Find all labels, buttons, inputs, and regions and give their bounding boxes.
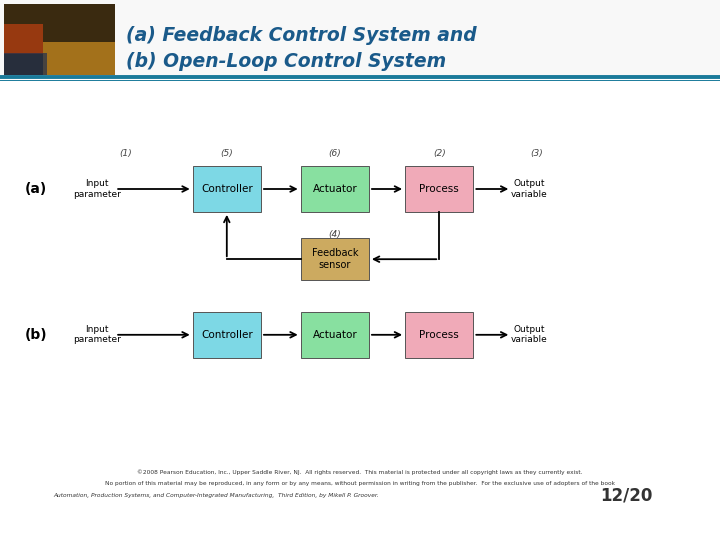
Text: Input
parameter: Input parameter — [73, 325, 121, 345]
Text: Controller: Controller — [201, 184, 253, 194]
Text: (1): (1) — [120, 150, 132, 158]
Bar — [193, 166, 261, 212]
Text: (4): (4) — [328, 231, 341, 239]
Text: Automation, Production Systems, and Computer-Integrated Manufacturing,  Third Ed: Automation, Production Systems, and Comp… — [53, 492, 379, 498]
Text: (b) Open-Loop Control System: (b) Open-Loop Control System — [126, 52, 446, 71]
Bar — [43, 42, 115, 75]
Text: Input
parameter: Input parameter — [73, 179, 121, 199]
Text: Actuator: Actuator — [312, 184, 357, 194]
Text: Output
variable: Output variable — [510, 179, 548, 199]
Bar — [4, 53, 47, 75]
Bar — [193, 312, 261, 357]
Text: Actuator: Actuator — [312, 330, 357, 340]
Bar — [4, 24, 43, 54]
Text: No portion of this material may be reproduced, in any form or by any means, with: No portion of this material may be repro… — [105, 481, 615, 486]
Text: ©2008 Pearson Education, Inc., Upper Saddle River, NJ.  All rights reserved.  Th: ©2008 Pearson Education, Inc., Upper Sad… — [138, 470, 582, 475]
Text: (b): (b) — [25, 328, 48, 342]
Bar — [301, 166, 369, 212]
Bar — [0, 0, 720, 78]
Text: Process: Process — [419, 330, 459, 340]
Text: (a) Feedback Control System and: (a) Feedback Control System and — [126, 25, 477, 45]
Text: Feedback
sensor: Feedback sensor — [312, 248, 358, 270]
Bar — [301, 238, 369, 280]
Bar — [405, 166, 474, 212]
Text: Output
variable: Output variable — [510, 325, 548, 345]
Text: (5): (5) — [220, 150, 233, 158]
Bar — [4, 4, 115, 75]
Text: (2): (2) — [433, 150, 446, 158]
Text: (a): (a) — [25, 182, 48, 196]
Text: (6): (6) — [328, 150, 341, 158]
Text: Process: Process — [419, 184, 459, 194]
Text: Controller: Controller — [201, 330, 253, 340]
Text: (3): (3) — [530, 150, 543, 158]
Bar — [301, 312, 369, 357]
Text: 12/20: 12/20 — [600, 486, 652, 504]
Bar — [405, 312, 474, 357]
